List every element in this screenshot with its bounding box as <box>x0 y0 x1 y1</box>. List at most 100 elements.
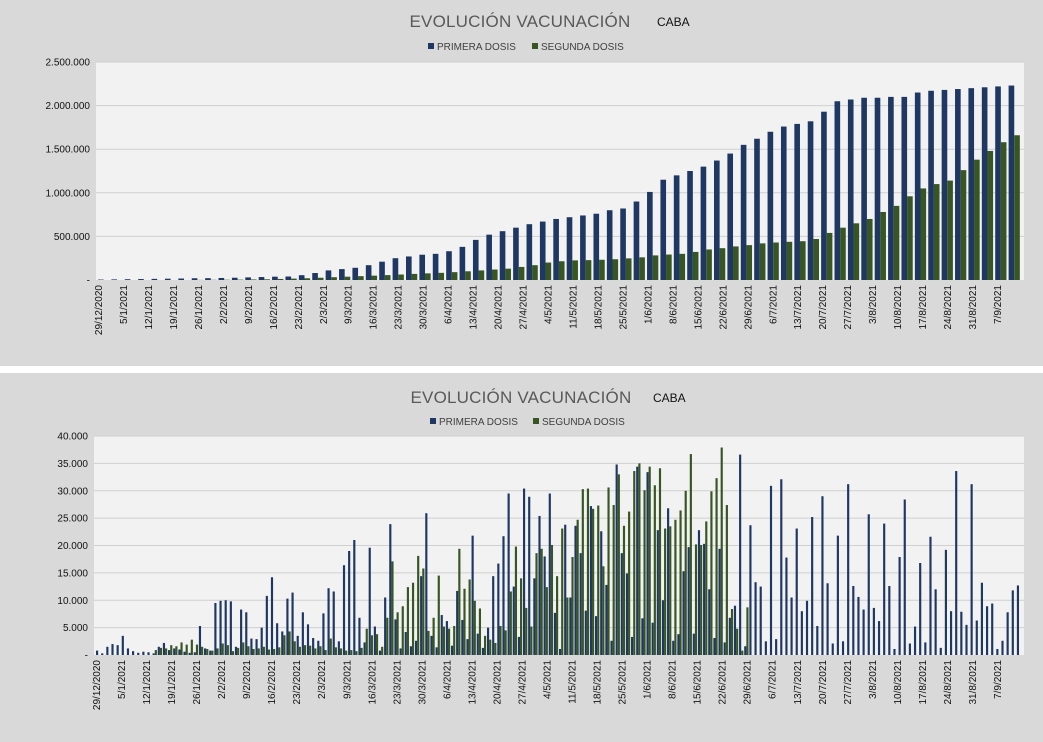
bar-primera <box>373 626 376 655</box>
bar-primera <box>672 640 675 655</box>
bar-segunda <box>545 262 552 280</box>
bar-segunda <box>375 634 379 655</box>
bar-segunda <box>520 578 523 655</box>
bar-segunda <box>468 579 471 655</box>
bar-segunda <box>720 447 723 655</box>
x-tick-label: 27/4/2021 <box>519 285 530 330</box>
bar-segunda <box>401 606 404 655</box>
bar-segunda <box>267 649 271 655</box>
bar-segunda <box>391 561 394 655</box>
bar-primera <box>893 648 896 655</box>
bar-segunda <box>360 647 363 655</box>
bar-primera <box>687 171 693 280</box>
bar-segunda <box>451 272 458 280</box>
bar-primera <box>877 621 881 655</box>
bar-primera <box>682 571 685 655</box>
bar-segunda <box>540 548 543 655</box>
bar-segunda <box>974 159 980 280</box>
bar-primera <box>584 610 587 655</box>
bar-primera <box>941 89 948 281</box>
bar-segunda <box>638 463 641 655</box>
bar-segunda <box>396 612 399 655</box>
y-tick-label: 10.000 <box>57 596 88 607</box>
bar-segunda <box>692 251 699 280</box>
bar-segunda <box>499 625 502 655</box>
bar-primera <box>559 648 562 655</box>
bar-primera <box>913 626 917 655</box>
bar-segunda <box>283 635 286 655</box>
y-tick-label: 20.000 <box>57 541 88 552</box>
x-tick-label: 2/2/2021 <box>217 660 228 699</box>
bar-primera <box>348 550 351 655</box>
bar-primera <box>633 201 640 280</box>
bar-segunda <box>679 510 682 655</box>
bar-segunda <box>252 648 255 655</box>
bar-primera <box>800 611 803 655</box>
bar-primera <box>620 553 623 655</box>
bar-segunda <box>304 278 311 280</box>
bar-primera <box>975 620 978 655</box>
bar-primera <box>811 517 814 655</box>
bar-segunda <box>987 150 994 280</box>
bar-segunda <box>558 261 565 280</box>
bar-primera <box>1001 640 1004 655</box>
legend-label-primera: PRIMERA DOSIS <box>439 417 518 428</box>
bar-segunda <box>639 257 645 280</box>
bar-primera <box>836 535 839 655</box>
bar-primera <box>754 582 757 655</box>
bar-primera <box>713 638 716 655</box>
bar-primera <box>121 635 124 655</box>
x-tick-label: 25/5/2021 <box>618 285 629 330</box>
bar-primera <box>780 126 787 280</box>
bar-primera <box>137 652 140 655</box>
bar-primera <box>126 648 130 655</box>
x-tick-label: 6/7/2021 <box>768 285 779 324</box>
bar-primera <box>337 641 340 655</box>
x-tick-label: 24/8/2021 <box>943 285 954 330</box>
bar-segunda <box>592 508 595 655</box>
bar-primera <box>759 586 762 655</box>
bar-primera <box>147 652 150 655</box>
y-tick-label: 30.000 <box>57 486 88 497</box>
x-tick-label: 9/3/2021 <box>344 285 355 324</box>
bar-primera <box>178 649 181 655</box>
bar-primera <box>847 484 850 655</box>
bar-segunda <box>489 639 492 655</box>
bar-segunda <box>725 504 728 655</box>
y-tick-label: 1.500.000 <box>46 145 91 156</box>
bar-primera <box>673 175 680 280</box>
y-tick-label: 2.000.000 <box>46 101 91 112</box>
bar-primera <box>384 597 387 655</box>
bar-primera <box>378 650 382 655</box>
bar-primera <box>250 638 253 655</box>
x-tick-label: 18/5/2021 <box>593 285 604 330</box>
bar-primera <box>660 179 667 280</box>
bar-segunda <box>907 196 913 280</box>
bar-segunda <box>759 243 766 280</box>
bar-primera <box>985 606 989 655</box>
bar-primera <box>419 254 426 280</box>
bar-primera <box>435 647 438 655</box>
bar-primera <box>821 496 824 655</box>
x-tick-label: 29/12/2020 <box>94 285 105 335</box>
y-tick-label: - <box>85 651 88 662</box>
bar-primera <box>714 160 720 280</box>
bar-primera <box>124 279 131 280</box>
chart-panel-daily: EVOLUCIÓN VACUNACIÓN CABA PRIMERA DOSIS SEG… <box>0 373 1043 742</box>
bar-primera <box>111 644 114 655</box>
bar-primera <box>245 277 251 280</box>
bar-primera <box>234 646 238 655</box>
bar-primera <box>339 269 345 280</box>
bar-primera <box>365 265 372 280</box>
x-tick-label: 17/8/2021 <box>918 660 929 705</box>
bar-primera <box>939 647 942 655</box>
bar-primera <box>450 645 454 655</box>
bar-primera <box>394 619 397 655</box>
bar-primera <box>794 123 800 280</box>
x-tick-label: 27/4/2021 <box>517 660 528 705</box>
bar-primera <box>914 92 921 281</box>
x-tick-label: 25/5/2021 <box>618 660 629 705</box>
bar-primera <box>767 131 774 280</box>
bar-segunda <box>674 519 677 655</box>
bar-primera <box>569 597 572 655</box>
